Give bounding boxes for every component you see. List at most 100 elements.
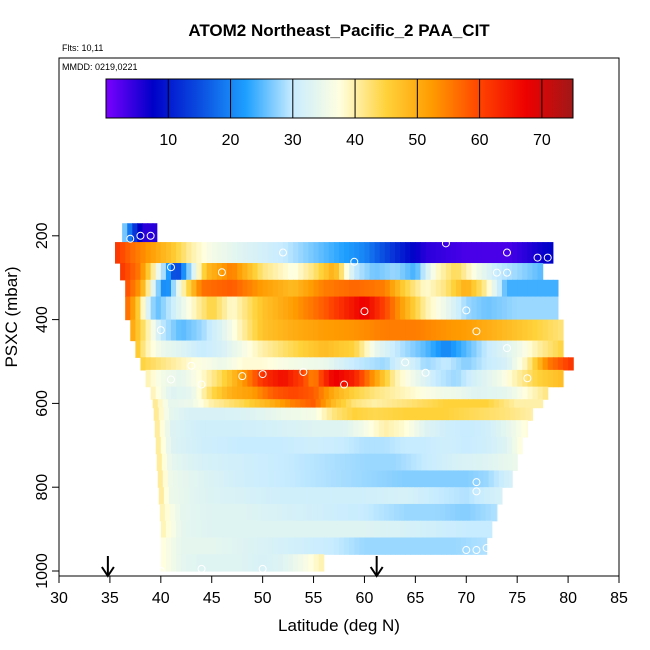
heatmap-cell	[308, 436, 315, 455]
heatmap-cell	[211, 340, 218, 358]
heatmap-cell	[318, 357, 325, 371]
heatmap-cell	[432, 470, 439, 488]
heatmap-cell	[521, 420, 527, 438]
data-point	[187, 361, 196, 370]
heatmap-cell	[395, 520, 401, 539]
y-tick-label: 1000	[34, 553, 51, 589]
heatmap-cell	[410, 357, 416, 371]
heatmap-cell	[456, 242, 462, 264]
heatmap-cell	[288, 357, 294, 371]
heatmap-cell	[178, 470, 184, 488]
heatmap-cell	[215, 420, 222, 438]
heatmap-cell	[303, 436, 310, 455]
heatmap-cell	[196, 537, 203, 555]
heatmap-cell	[339, 296, 345, 321]
heatmap-cell	[491, 242, 498, 264]
heatmap-cell	[293, 319, 299, 342]
heatmap-cell	[142, 223, 149, 243]
heatmap-cell	[185, 420, 191, 438]
heatmap-cell	[425, 319, 432, 342]
heatmap-cell	[542, 296, 549, 321]
heatmap-cell	[376, 399, 383, 409]
heatmap-cell	[155, 436, 162, 455]
data-point	[503, 268, 511, 277]
heatmap-cell	[451, 319, 457, 342]
heatmap-cell	[313, 386, 320, 400]
heatmap-cell	[155, 386, 162, 400]
heatmap-cell	[257, 319, 264, 342]
heatmap-cell	[456, 436, 462, 455]
heatmap-cell	[132, 223, 138, 243]
heatmap-cell	[208, 470, 215, 488]
heatmap-cell	[152, 399, 159, 409]
heatmap-cell	[476, 296, 483, 321]
heatmap-cell	[267, 520, 274, 539]
heatmap-cell	[486, 369, 493, 388]
heatmap-cell	[348, 420, 354, 438]
heatmap-cell	[433, 407, 440, 421]
heatmap-cell	[246, 503, 253, 522]
heatmap-cell	[420, 242, 427, 264]
heatmap-cell	[468, 399, 474, 409]
heatmap-cell	[277, 386, 284, 400]
heatmap-cell	[175, 420, 181, 438]
heatmap-cell	[359, 319, 366, 342]
heatmap-cell	[537, 279, 544, 298]
heatmap-cell	[330, 399, 337, 409]
heatmap-cell	[489, 487, 496, 505]
heatmap-cell	[267, 554, 274, 572]
heatmap-cell	[200, 503, 207, 522]
heatmap-cell	[445, 436, 452, 455]
heatmap-cell	[364, 319, 371, 342]
heatmap-cell	[449, 420, 456, 438]
heatmap-cell	[456, 263, 462, 281]
heatmap-cell	[179, 487, 185, 505]
heatmap-cell	[252, 242, 259, 264]
heatmap-cell	[415, 242, 422, 264]
heatmap-cell	[379, 319, 386, 342]
heatmap-cell	[328, 296, 335, 321]
heatmap-cell	[293, 357, 299, 371]
heatmap-cell	[262, 537, 269, 555]
heatmap-cell	[374, 319, 381, 342]
heatmap-cell	[354, 386, 360, 400]
heatmap-cell	[344, 263, 350, 281]
heatmap-cell	[507, 296, 513, 321]
heatmap-cell	[384, 369, 391, 388]
heatmap-cell	[335, 399, 342, 409]
heatmap-cell	[456, 319, 462, 342]
heatmap-cell	[368, 420, 375, 438]
heatmap-cell	[432, 399, 439, 409]
heatmap-cell	[157, 399, 164, 409]
heatmap-cell	[205, 420, 212, 438]
heatmap-cell	[405, 436, 411, 455]
heatmap-cell	[509, 399, 515, 409]
heatmap-cell	[298, 319, 304, 342]
heatmap-cell	[125, 263, 131, 281]
heatmap-cell	[276, 503, 283, 522]
heatmap-cell	[476, 520, 483, 539]
heatmap-cell	[415, 537, 422, 555]
heatmap-cell	[462, 453, 468, 472]
heatmap-cell	[459, 407, 465, 421]
heatmap-cell	[364, 386, 371, 400]
heatmap-cell	[377, 487, 384, 505]
heatmap-cell	[267, 436, 274, 455]
heatmap-cell	[340, 453, 346, 472]
heatmap-cell	[206, 386, 213, 400]
heatmap-cell	[547, 357, 554, 371]
heatmap-cell	[382, 487, 389, 505]
heatmap-cell	[379, 369, 386, 388]
heatmap-cell	[405, 319, 411, 342]
heatmap-cell	[395, 296, 401, 321]
heatmap-cell	[400, 520, 406, 539]
heatmap-cell	[213, 470, 220, 488]
heatmap-cell	[242, 357, 248, 371]
heatmap-cell	[456, 520, 462, 539]
heatmap-cell	[409, 420, 415, 438]
heatmap-cell	[221, 279, 228, 298]
heatmap-cell	[354, 369, 360, 388]
heatmap-cell	[135, 242, 142, 264]
heatmap-cell	[374, 296, 381, 321]
heatmap-cell	[260, 487, 267, 505]
